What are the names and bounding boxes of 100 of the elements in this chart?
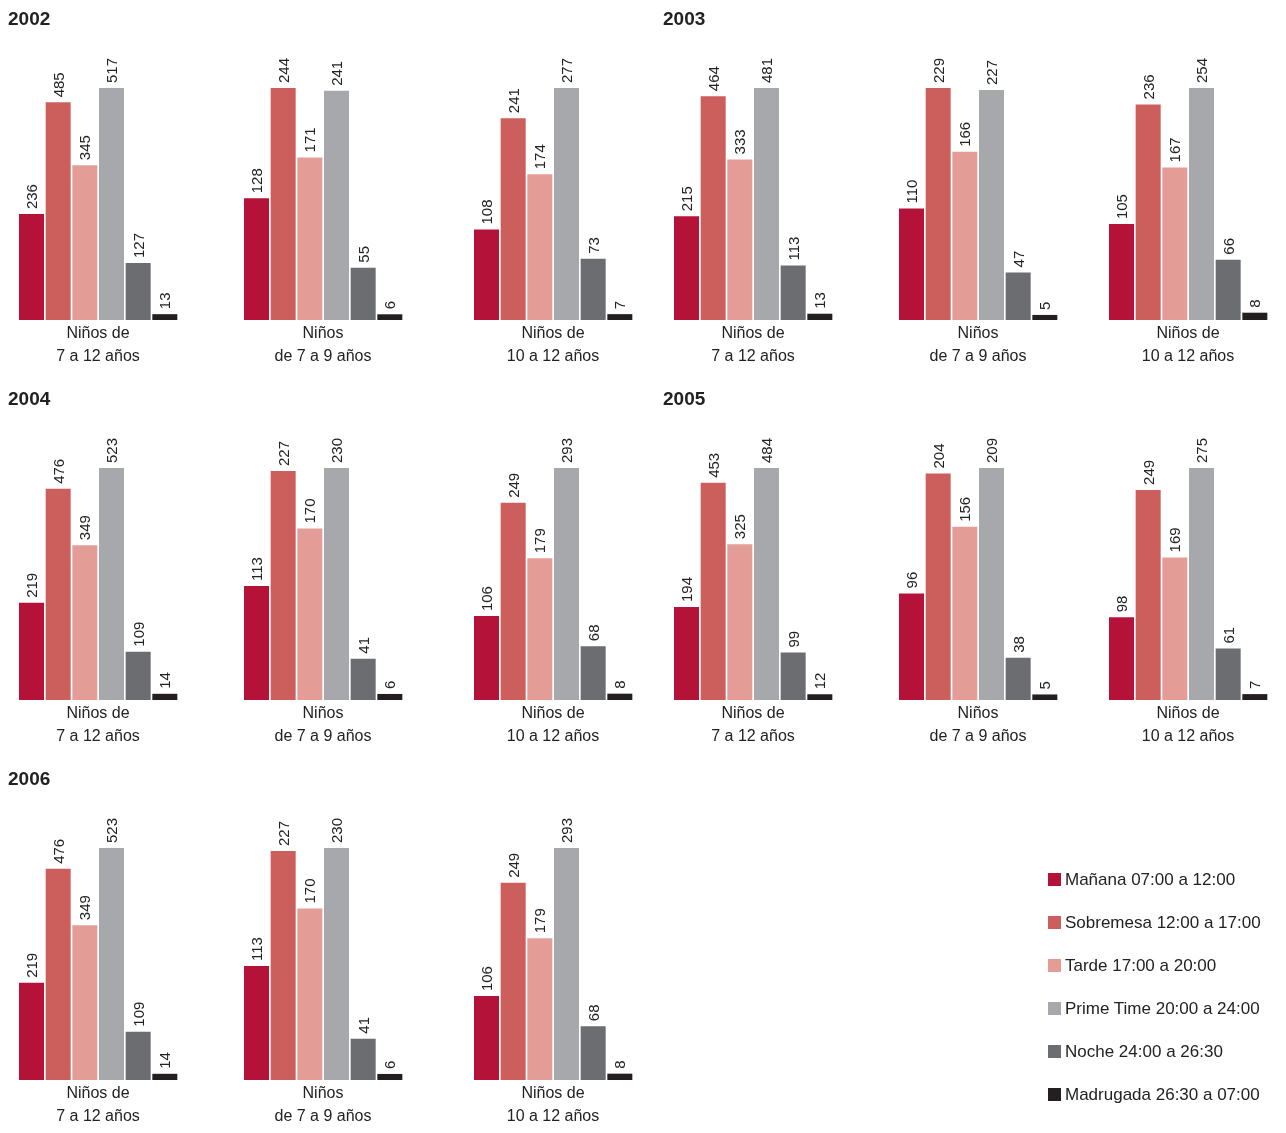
bar [1109,617,1134,700]
data-label: 249 [1139,459,1157,485]
bar [554,848,579,1080]
bar [1135,104,1161,320]
bar [152,314,178,320]
x-axis-title: Niños de 10 a 12 años [1141,704,1235,744]
data-label: 12 [811,672,829,690]
data-label: 254 [1193,57,1210,83]
data-label: 179 [531,908,549,934]
data-label: 98 [1113,595,1130,613]
data-label: 325 [731,514,749,540]
bar [674,607,699,700]
data-label: 6 [381,1060,399,1069]
bar [244,198,269,320]
data-label: 349 [76,895,94,921]
bar [45,868,71,1080]
text: Noche 24:00 a 26:30 [1065,1041,1223,1062]
data-label: 517 [103,57,120,83]
data-label: 209 [983,437,1000,463]
data-label: 227 [274,820,292,847]
bar [152,1073,178,1080]
data-label: 105 [1113,194,1130,220]
bar [554,88,579,320]
data-label: 194 [678,576,695,603]
data-label: 523 [103,437,120,463]
data-label: 293 [558,817,575,843]
bar [780,265,806,320]
bar [1135,489,1161,700]
bar [72,165,98,320]
bar [527,174,553,320]
x-axis-title: Niños de 7 a 12 años [56,1084,140,1124]
bar [1162,167,1188,320]
bar [19,982,44,1080]
data-label: 204 [929,443,947,469]
bar [1242,694,1268,700]
bar [125,263,151,320]
data-label: 8 [611,1060,629,1069]
data-label: 484 [758,437,775,463]
x-axis-title: Niños de 7 a 12 años [56,704,140,744]
bar [754,468,779,700]
chart-title: 2006 [8,768,52,791]
data-label: 5 [1036,681,1054,690]
data-label: 113 [248,557,265,582]
bar [952,151,978,320]
bar [474,229,499,320]
x-axis-title: Niños de 10 a 12 años [506,704,600,744]
data-label: 169 [1166,527,1184,553]
data-label: 6 [381,680,399,689]
bar [19,602,44,700]
data-label: 13 [811,292,829,309]
bar [925,88,951,320]
bar [99,88,124,320]
data-label: 229 [929,57,947,83]
bar [377,693,403,700]
text: Sobremesa 12:00 a 17:00 [1065,912,1261,933]
data-label: 333 [731,129,749,155]
data-label: 241 [328,60,345,86]
bar [500,502,526,700]
bar [952,526,978,700]
bar [474,996,499,1080]
data-label: 128 [248,168,265,194]
data-label: 236 [1139,74,1157,100]
data-label: 236 [23,184,40,210]
data-label: 166 [956,121,974,147]
x-axis-title: Niños de 7 a 9 años [274,324,372,364]
data-label: 68 [584,624,602,642]
data-label: 171 [301,127,319,153]
bar [1032,314,1058,320]
bar [1215,259,1241,320]
x-axis-title: Niños de 10 a 12 años [1141,324,1235,364]
data-label: 113 [248,937,265,962]
bar [607,314,633,320]
bar [500,118,526,320]
data-label: 106 [478,586,495,612]
bar [1242,312,1268,320]
bar [1109,224,1134,320]
data-label: 275 [1193,437,1210,463]
bar [1215,648,1241,700]
data-label: 55 [354,246,372,263]
text: Mañana 07:00 a 12:00 [1065,869,1236,890]
data-label: 96 [903,571,920,589]
data-label: 6 [381,300,399,310]
x-axis-title: Niños de 10 a 12 años [506,324,600,364]
data-label: 249 [504,852,522,878]
data-label: 227 [274,440,292,467]
data-label: 464 [704,66,722,92]
bar [297,528,323,700]
bar [152,693,178,700]
bar [244,966,269,1080]
bar [72,545,98,700]
data-label: 219 [23,572,40,598]
data-label: 293 [558,437,575,463]
bar [350,658,376,700]
bar [674,216,699,320]
data-label: 113 [784,236,802,261]
bar [297,157,323,320]
bar [554,468,579,700]
x-axis-title: Niños de 7 a 12 años [56,324,140,364]
bar [270,851,296,1080]
data-label: 38 [1009,636,1027,653]
